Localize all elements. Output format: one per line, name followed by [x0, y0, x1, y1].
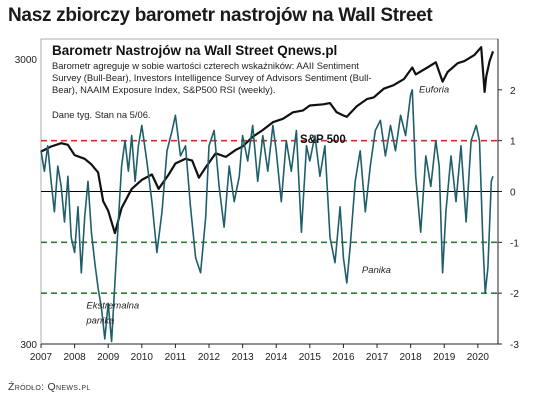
x-tick-label: 2018: [400, 352, 423, 363]
x-tick-label: 2009: [97, 352, 120, 363]
series-line-barometer: [40, 88, 494, 343]
reference-lines: [41, 139, 498, 294]
right-tick-label: 0: [510, 188, 516, 199]
series-line-sp500: [40, 46, 495, 235]
sp500-label: S&P 500: [300, 134, 346, 146]
chart-note: Dane tyg. Stan na 5/06.: [52, 109, 151, 120]
series-group: [40, 46, 495, 343]
chart-description-line-2: Survey (Bull-Bear), Investors Intelligen…: [52, 72, 371, 83]
right-tick-label: -1: [510, 238, 519, 249]
annotations: Euforia Panika Ekstremalna panika: [85, 84, 449, 326]
right-tick-label: -2: [510, 289, 519, 300]
x-tick-label: 2010: [131, 352, 154, 363]
x-tick-label: 2008: [63, 352, 86, 363]
left-tick-label: 3000: [15, 55, 38, 66]
left-tick-label: 300: [20, 340, 37, 351]
x-tick-label: 2016: [332, 352, 355, 363]
annotation-label: panika: [85, 316, 114, 327]
x-tick-label: 2019: [433, 352, 456, 363]
x-tick-label: 2017: [366, 352, 389, 363]
axes: 2007 2008 2009 2010 2011 2012 2013 2014 2015 2016…: [15, 39, 519, 363]
right-tick-label: 2: [510, 86, 516, 97]
x-tick-label: 2007: [30, 352, 53, 363]
annotation-label: Ekstremalna: [86, 300, 139, 311]
chart: 2007 2008 2009 2010 2011 2012 2013 2014 2015 2016…: [0, 34, 536, 374]
x-tick-label: 2020: [467, 352, 490, 363]
chart-description-line-1: Barometr agreguje w sobie wartości czter…: [52, 60, 359, 71]
x-tick-label: 2013: [231, 352, 254, 363]
x-tick-label: 2015: [299, 352, 322, 363]
chart-title: Barometr Nastrojów na Wall Street Qnews.…: [52, 43, 337, 58]
annotation-label: Panika: [362, 265, 391, 276]
x-tick-label: 2012: [198, 352, 221, 363]
source-note: Źródło: Qnews.pl: [8, 381, 91, 393]
chart-svg: 2007 2008 2009 2010 2011 2012 2013 2014 2015 2016…: [0, 34, 536, 374]
chart-description-line-3: Bear), NAAIM Exposure Index, S&P500 RSI …: [52, 84, 276, 95]
annotation-label: Euforia: [419, 84, 449, 95]
right-tick-label: 1: [510, 137, 516, 148]
right-tick-label: -3: [510, 340, 519, 351]
headline: Nasz zbiorczy barometr nastrojów na Wall…: [8, 5, 433, 26]
x-tick-label: 2014: [265, 352, 288, 363]
x-tick-label: 2011: [165, 352, 187, 363]
